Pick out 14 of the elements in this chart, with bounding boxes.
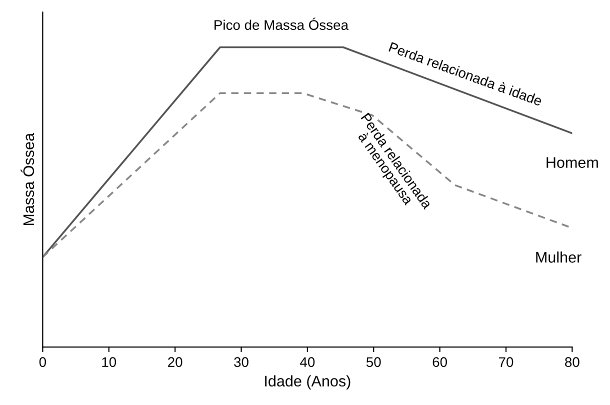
x-tick-label: 40 <box>300 357 315 368</box>
y-axis-title: Massa Óssea <box>20 132 34 226</box>
x-tick-label: 60 <box>432 357 447 368</box>
x-tick-label: 70 <box>498 357 514 368</box>
x-axis-title: Idade (Anos) <box>265 375 350 390</box>
x-tick-label: 0 <box>39 357 46 368</box>
series-label: Homem <box>546 157 598 168</box>
x-tick-label: 20 <box>168 357 182 368</box>
series-label: Mulher <box>536 251 582 263</box>
x-tick-label: 80 <box>565 357 580 368</box>
x-tick-label: 10 <box>102 357 116 368</box>
x-tick-label: 30 <box>234 357 248 368</box>
text: Pico de Massa Óssea <box>214 18 349 30</box>
x-tick-label: 50 <box>366 357 381 368</box>
